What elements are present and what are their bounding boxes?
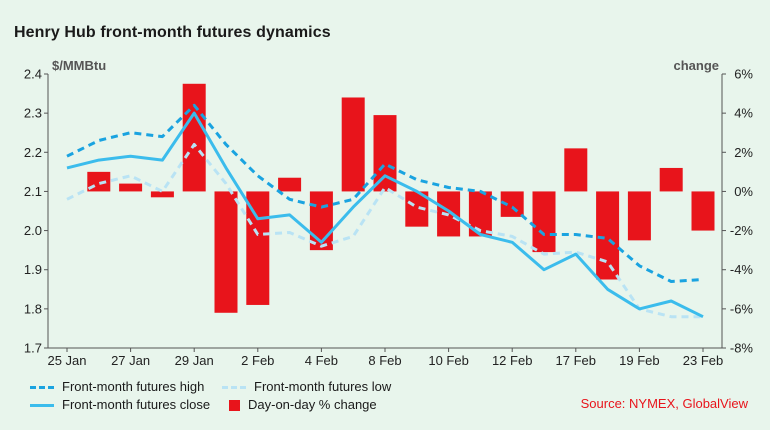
left-axis-tick-label: 1.8	[24, 301, 42, 316]
x-axis-tick-label: 27 Jan	[111, 353, 150, 368]
bar-change	[691, 191, 715, 231]
legend-row: Front-month futures high Front-month fut…	[30, 378, 422, 396]
legend-item-change: Day-on-day % change	[222, 396, 422, 414]
bar-change	[182, 83, 206, 192]
right-axis-tick-label: 0%	[734, 184, 753, 199]
bar-change	[532, 191, 556, 253]
left-axis-unit: $/MMBtu	[52, 58, 106, 73]
left-axis-tick-label: 2.2	[24, 145, 42, 160]
right-axis-tick-label: -4%	[730, 262, 754, 277]
x-axis-tick-label: 29 Jan	[175, 353, 214, 368]
x-axis-tick-label: 25 Jan	[47, 353, 86, 368]
legend-label-change: Day-on-day % change	[248, 397, 377, 412]
legend-label-low: Front-month futures low	[254, 379, 392, 394]
x-axis-tick-label: 19 Feb	[619, 353, 659, 368]
legend-item-low: Front-month futures low	[222, 378, 422, 396]
left-axis-tick-label: 2.1	[24, 184, 42, 199]
legend-label-high: Front-month futures high	[62, 379, 205, 394]
left-axis-tick-label: 1.7	[24, 341, 42, 356]
right-axis-tick-label: 2%	[734, 145, 753, 160]
bar-change	[659, 167, 683, 192]
legend-item-close: Front-month futures close	[30, 396, 222, 414]
bar-change	[405, 191, 429, 227]
bar-change	[341, 97, 365, 192]
x-axis-tick-label: 12 Feb	[492, 353, 532, 368]
legend-swatch-close	[30, 403, 54, 407]
right-axis-tick-label: 6%	[734, 67, 753, 82]
bar-change	[596, 191, 620, 280]
bar-change	[468, 191, 492, 237]
x-axis-tick-label: 2 Feb	[241, 353, 274, 368]
legend-swatch-change	[229, 399, 240, 411]
bar-change	[150, 191, 174, 198]
left-axis-tick-label: 2.0	[24, 223, 42, 238]
bar-change	[627, 191, 651, 241]
right-axis-tick-label: -6%	[730, 301, 754, 316]
left-axis-tick-label: 2.3	[24, 106, 42, 121]
right-axis-tick-label: -2%	[730, 223, 754, 238]
right-axis-tick-label: 4%	[734, 106, 753, 121]
left-axis-tick-label: 1.9	[24, 262, 42, 277]
bar-change	[246, 191, 270, 305]
bar-change	[278, 177, 302, 192]
x-axis-tick-label: 8 Feb	[368, 353, 401, 368]
legend-item-high: Front-month futures high	[30, 378, 222, 396]
x-axis-tick-label: 4 Feb	[305, 353, 338, 368]
bar-change	[564, 148, 588, 192]
legend-swatch-low	[222, 385, 246, 389]
right-axis-unit: change	[673, 58, 719, 73]
legend-row: Front-month futures close Day-on-day % c…	[30, 396, 422, 414]
left-axis-tick-label: 2.4	[24, 67, 42, 82]
bar-change	[119, 183, 143, 192]
x-axis-tick-label: 17 Feb	[556, 353, 596, 368]
x-axis-tick-label: 10 Feb	[428, 353, 468, 368]
plot-area: 1.7 1.8 1.9 2.0 2.1 2.2 2.3 2.4 -8% -6% -4% -2% 0% 2%…	[24, 67, 754, 369]
legend: Front-month futures high Front-month fut…	[30, 378, 422, 414]
bar-change	[214, 191, 238, 313]
legend-label-close: Front-month futures close	[62, 397, 211, 412]
legend-swatch-high	[30, 385, 54, 389]
line-close	[66, 111, 704, 319]
bar-change	[373, 115, 397, 192]
x-axis-tick-label: 23 Feb	[683, 353, 723, 368]
chart-title: Henry Hub front-month futures dynamics	[14, 24, 331, 41]
right-axis-tick-label: -8%	[730, 341, 754, 356]
source-note: Source: NYMEX, GlobalView	[580, 396, 748, 411]
line-low	[66, 143, 703, 319]
